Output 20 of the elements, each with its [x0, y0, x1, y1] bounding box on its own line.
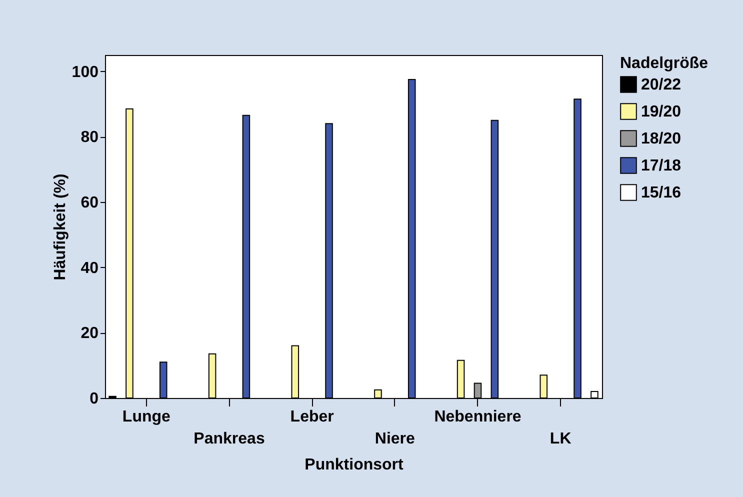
x-tick-label: Leber: [290, 408, 334, 426]
legend-label: 17/18: [641, 158, 682, 174]
x-axis-title: Punktionsort: [304, 456, 404, 474]
y-axis-title: Häufigkeit (%): [52, 174, 69, 280]
x-tick-label: Pankreas: [194, 430, 265, 448]
y-tick-label: 20: [80, 325, 99, 342]
legend-label: 19/20: [641, 104, 682, 120]
legend-label: 20/22: [641, 76, 682, 94]
legend-label: 18/20: [641, 130, 682, 148]
legend-title: Nadelgröße: [620, 55, 708, 72]
x-tick-label: Niere: [374, 430, 416, 448]
y-tick-label: 60: [80, 194, 99, 212]
legend-label: 15/16: [641, 184, 682, 202]
x-tick-label: LK: [550, 430, 572, 448]
y-tick-label: 40: [80, 260, 99, 277]
y-tick-label: 0: [90, 390, 99, 408]
x-tick-label: Lunge: [122, 408, 171, 426]
y-tick-label: 100: [72, 64, 99, 81]
y-tick-label: 80: [80, 129, 99, 146]
x-tick-label: Nebenniere: [434, 408, 522, 426]
